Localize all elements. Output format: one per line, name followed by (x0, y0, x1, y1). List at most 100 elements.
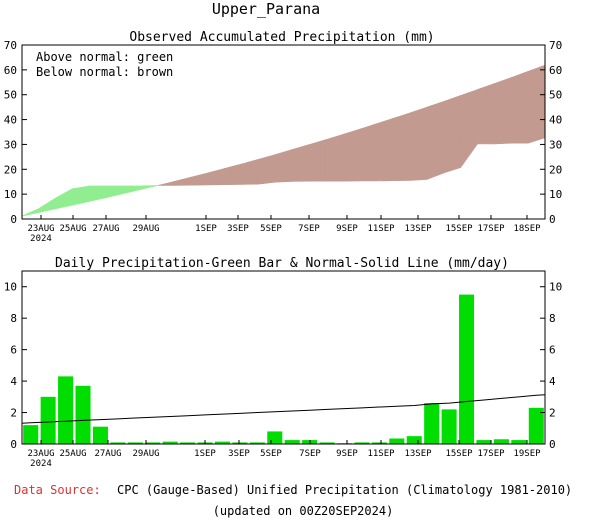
daily-bar (406, 436, 422, 444)
accum-xtick-label: 25AUG (59, 224, 86, 234)
daily-bar (162, 441, 178, 444)
accum-ytick-label-right: 70 (549, 39, 562, 52)
accum-chart-title: Observed Accumulated Precipitation (mm) (129, 30, 434, 45)
daily-bar (110, 442, 126, 444)
data-source-text: CPC (Gauge-Based) Unified Precipitation … (117, 483, 572, 497)
daily-ytick-label-left: 6 (10, 344, 17, 357)
accum-ytick-label-right: 60 (549, 64, 562, 77)
accum-xtick-label: 1SEP (195, 224, 217, 234)
daily-xtick-label: 9SEP (336, 449, 358, 459)
accum-xtick-label: 9SEP (336, 224, 358, 234)
accum-ytick-label-left: 10 (4, 188, 17, 201)
accum-ytick-label-right: 0 (549, 213, 556, 226)
accum-xtick-label: 17SEP (477, 224, 505, 234)
accum-ytick-label-right: 40 (549, 114, 562, 127)
accum-diff-segment (510, 70, 529, 144)
data-source-line: Data Source: CPC (Gauge-Based) Unified P… (14, 483, 572, 497)
accum-diff-segment (190, 172, 208, 186)
accum-diff-segment (55, 188, 73, 210)
daily-bar (371, 442, 387, 444)
accum-ytick-label-right: 10 (549, 188, 562, 201)
accum-xtick-label: 29AUG (132, 224, 159, 234)
daily-ytick-label-right: 2 (549, 407, 556, 420)
daily-bar (319, 442, 335, 444)
accum-diff-segment (72, 185, 90, 206)
daily-ytick-label-right: 6 (549, 344, 556, 357)
accum-xtick-year: 2024 (30, 234, 52, 244)
daily-xtick-label: 1SEP (194, 449, 216, 459)
accum-diff-segment (460, 89, 478, 169)
daily-xtick-label: 29AUG (132, 449, 159, 459)
accum-diff-segment (157, 181, 175, 186)
daily-xtick-label: 25AUG (59, 449, 86, 459)
accum-xtick-label: 3SEP (227, 224, 249, 234)
daily-ytick-label-left: 4 (10, 375, 17, 388)
daily-bar (493, 439, 509, 444)
accum-xtick-label: 7SEP (298, 224, 320, 234)
daily-xtick-label: 7SEP (299, 449, 321, 459)
accum-diff-segment (494, 77, 512, 145)
daily-bar (180, 442, 196, 444)
accum-ytick-label-right: 30 (549, 138, 562, 151)
daily-bar (267, 431, 283, 444)
daily-bar (75, 385, 91, 444)
daily-ytick-label-right: 0 (549, 438, 556, 451)
accum-diff-segment (207, 168, 225, 186)
daily-normal-line (21, 394, 546, 424)
daily-xtick-label: 19SEP (513, 449, 541, 459)
daily-xtick-label: 23AUG (27, 449, 54, 459)
accum-xtick-label: 11SEP (367, 224, 395, 234)
accum-diff-segment (21, 208, 40, 217)
daily-ytick-label-left: 2 (10, 407, 17, 420)
accumulated-precip-chart: Observed Accumulated Precipitation (mm) … (4, 30, 563, 244)
accum-xtick-label: 15SEP (445, 224, 473, 234)
updated-note: (updated on 00Z20SEP2024) (213, 504, 394, 518)
daily-bar (284, 440, 300, 444)
accum-ytick-label-left: 60 (4, 64, 17, 77)
accum-diff-segment (443, 95, 461, 174)
accum-diff-segment (325, 134, 343, 182)
daily-bar (23, 425, 39, 444)
daily-bar (58, 376, 74, 444)
daily-bar (249, 442, 265, 444)
accum-diff-segment (477, 83, 495, 145)
accum-ytick-label-left: 50 (4, 89, 17, 102)
daily-bar (389, 438, 405, 444)
daily-bar (441, 409, 457, 444)
daily-xtick-label: 15SEP (445, 449, 473, 459)
accum-diff-segment (375, 117, 394, 182)
accum-diff-segment (38, 197, 57, 213)
daily-xtick-label: 11SEP (367, 449, 395, 459)
daily-bar (127, 442, 143, 444)
accum-diff-segment (359, 123, 377, 182)
daily-bar (40, 396, 56, 444)
daily-ytick-label-right: 4 (549, 375, 556, 388)
accum-diff-segment (173, 176, 192, 186)
accum-xtick-label: 5SEP (260, 224, 282, 234)
accum-diff-segment (224, 163, 242, 186)
accum-ytick-label-right: 50 (549, 89, 562, 102)
daily-xtick-label: 13SEP (404, 449, 432, 459)
daily-bar (476, 440, 492, 444)
daily-chart-title: Daily Precipitation-Green Bar & Normal-S… (55, 256, 509, 271)
daily-precip-chart: Daily Precipitation-Green Bar & Normal-S… (4, 256, 563, 469)
daily-bar (424, 403, 440, 444)
accum-diff-segment (274, 149, 293, 183)
daily-xtick-label: 5SEP (260, 449, 282, 459)
daily-ytick-label-left: 0 (10, 438, 17, 451)
daily-plot-frame (21, 270, 546, 445)
accum-ytick-label-left: 20 (4, 163, 17, 176)
daily-bar (145, 442, 161, 444)
daily-xtick-label: 17SEP (477, 449, 505, 459)
data-source-label: Data Source: (14, 483, 101, 497)
accum-diff-segment (392, 112, 411, 182)
legend-above-normal: Above normal: green (36, 50, 173, 64)
accum-diff-segment (241, 158, 259, 185)
accum-xtick-label: 18SEP (513, 224, 541, 234)
daily-xtick-label: 27AUG (94, 449, 121, 459)
accum-diff-segment (106, 185, 124, 198)
accum-ytick-label-left: 0 (10, 213, 17, 226)
accum-diff-segment (139, 185, 158, 191)
legend-below-normal: Below normal: brown (36, 65, 173, 79)
